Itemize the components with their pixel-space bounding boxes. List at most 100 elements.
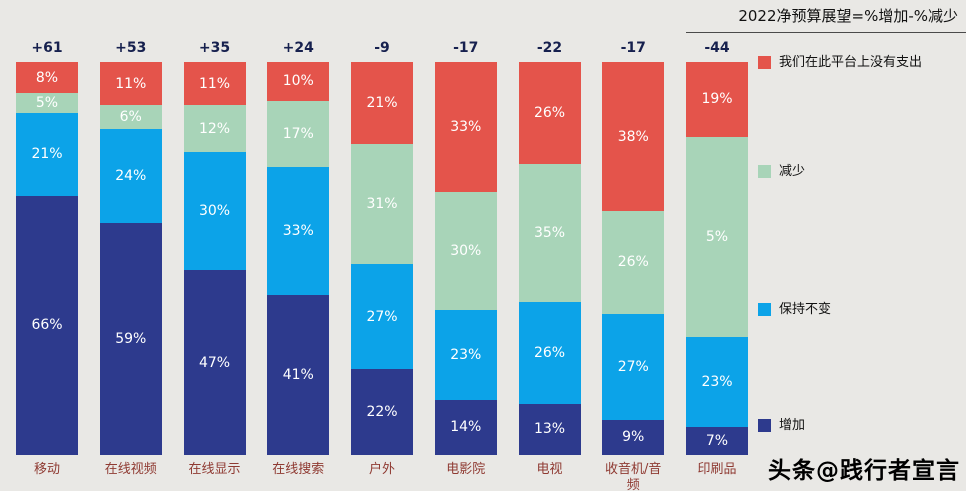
bar-column: +53 59% 24% 6% 11% 在线视频 <box>99 36 162 491</box>
segment-label: 59% <box>115 331 147 348</box>
segment-label: 26% <box>533 105 566 122</box>
segment-label: 5% <box>705 228 729 245</box>
segment-label: 17% <box>282 125 314 142</box>
legend-label: 减少 <box>779 164 806 179</box>
bar-column: -22 13% 26% 35% 26% 电视 <box>518 36 581 491</box>
x-axis-label: 收音机/音频 <box>605 462 662 491</box>
legend-item: 保持不变 <box>758 302 831 318</box>
stacked-bar: 13% 26% 35% 26% <box>518 61 581 455</box>
segment-label: 14% <box>450 419 482 436</box>
bar-segment-no-spend: 26% <box>518 61 581 165</box>
bar-column: +35 47% 30% 12% 11% 在线显示 <box>183 36 246 491</box>
x-axis-label: 户外 <box>368 462 395 477</box>
stacked-bar: 22% 27% 31% 21% <box>351 61 413 455</box>
net-value-label: -9 <box>374 40 390 56</box>
bar-segment-decrease: 30% <box>434 191 497 310</box>
bar-segment-decrease: 35% <box>518 164 581 302</box>
stacked-bar: 47% 30% 12% 11% <box>183 62 246 455</box>
legend-label: 我们在此平台上没有支出 <box>779 55 923 70</box>
bar-segment-no-spend: 21% <box>351 61 413 144</box>
chart-title-wrap: 2022净预算展望=%增加-%减少 <box>686 0 966 33</box>
x-axis-label: 印刷品 <box>697 462 737 477</box>
bar-segment-no-spend: 10% <box>267 62 330 101</box>
segment-label: 5% <box>35 95 59 112</box>
bar-column: +24 41% 33% 17% 10% 在线搜索 <box>267 36 330 491</box>
bar-segment-keep-same: 30% <box>183 152 246 271</box>
segment-label: 8% <box>35 69 59 86</box>
segment-label: 31% <box>366 196 398 213</box>
bar-segment-increase: 59% <box>99 223 162 455</box>
segment-label: 12% <box>198 120 231 137</box>
stacked-bar: 14% 23% 30% 33% <box>434 62 497 455</box>
segment-label: 23% <box>450 346 482 363</box>
legend: 我们在此平台上没有支出 减少保持不变增加 <box>758 0 964 491</box>
bar-segment-keep-same: 23% <box>686 337 748 428</box>
bar-column: -44 7% 23% 5% 19% 印刷品 <box>686 36 748 491</box>
net-value-label: -17 <box>453 40 479 56</box>
segment-label: 30% <box>450 242 482 259</box>
segment-label: 26% <box>617 254 649 271</box>
segment-label: 47% <box>198 354 231 371</box>
net-value-label: +24 <box>282 40 314 56</box>
segment-label: 11% <box>198 75 231 92</box>
bar-column: -17 14% 23% 30% 33% 电影院 <box>434 36 497 491</box>
legend-item: 我们在此平台上没有支出 <box>758 55 922 71</box>
net-value-label: -44 <box>704 40 730 56</box>
bar-segment-decrease: 5% <box>686 136 748 338</box>
bar-segment-keep-same: 21% <box>16 113 78 196</box>
bar-segment-keep-same: 27% <box>351 264 413 370</box>
plot-area: +61 66% 21% 5% 8% 移动 +53 59% 24% 6% 11% 在线视频 +35 47% 3… <box>16 36 748 491</box>
segment-label: 24% <box>115 167 147 184</box>
net-value-label: +53 <box>115 40 147 56</box>
net-value-label: -17 <box>620 40 646 56</box>
bar-segment-decrease: 5% <box>16 93 78 114</box>
net-value-label: +61 <box>31 40 63 56</box>
bar-segment-no-spend: 19% <box>686 61 748 137</box>
x-axis-label: 电影院 <box>446 462 486 477</box>
segment-label: 27% <box>617 358 649 375</box>
legend-label: 保持不变 <box>779 302 832 317</box>
segment-label: 23% <box>701 374 733 391</box>
bar-segment-keep-same: 23% <box>434 309 497 400</box>
segment-label: 41% <box>282 367 314 384</box>
x-axis-label: 在线搜索 <box>272 462 325 477</box>
segment-label: 22% <box>366 404 398 421</box>
legend-label: 增加 <box>779 418 806 433</box>
bar-segment-decrease: 6% <box>99 105 162 129</box>
segment-label: 19% <box>701 91 733 108</box>
legend-swatch <box>758 303 771 316</box>
bar-segment-increase: 41% <box>267 295 330 455</box>
bar-segment-no-spend: 11% <box>183 62 246 106</box>
segment-label: 27% <box>366 308 398 325</box>
bar-segment-keep-same: 26% <box>518 301 581 404</box>
segment-label: 13% <box>533 421 566 438</box>
bar-segment-increase: 47% <box>183 270 246 455</box>
stacked-bar: 66% 21% 5% 8% <box>16 62 78 455</box>
segment-label: 9% <box>622 429 645 446</box>
bar-segment-increase: 7% <box>686 427 748 455</box>
bar-segment-no-spend: 38% <box>602 61 665 212</box>
bar-segment-increase: 22% <box>351 369 413 455</box>
segment-label: 26% <box>533 344 566 361</box>
bar-segment-decrease: 26% <box>602 211 665 314</box>
stacked-bar: 7% 23% 5% 19% <box>686 61 748 455</box>
segment-label: 33% <box>450 118 482 135</box>
chart-title: 2022净预算展望=%增加-%减少 <box>738 7 958 25</box>
segment-label: 21% <box>31 146 63 163</box>
bar-segment-decrease: 12% <box>183 105 246 153</box>
segment-label: 38% <box>617 128 649 145</box>
bar-segment-increase: 66% <box>16 195 78 455</box>
bar-segment-decrease: 17% <box>267 100 330 168</box>
segment-label: 7% <box>705 433 729 450</box>
legend-item: 增加 <box>758 418 805 434</box>
bar-column: -17 9% 27% 26% 38% 收音机/音频 <box>602 36 665 491</box>
bar-segment-decrease: 31% <box>351 143 413 265</box>
bar-segment-keep-same: 24% <box>99 128 162 224</box>
bar-column: +61 66% 21% 5% 8% 移动 <box>16 36 78 491</box>
bar-segment-increase: 14% <box>434 399 497 455</box>
bar-segment-increase: 9% <box>602 419 665 455</box>
net-value-label: -22 <box>536 40 563 56</box>
segment-label: 6% <box>119 109 142 126</box>
segment-label: 30% <box>198 203 231 220</box>
